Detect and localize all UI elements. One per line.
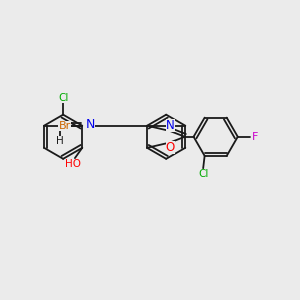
Text: Cl: Cl	[198, 169, 208, 178]
Text: Br: Br	[58, 121, 71, 131]
Text: HO: HO	[65, 159, 81, 169]
Text: F: F	[252, 132, 259, 142]
Text: O: O	[166, 141, 175, 154]
Text: Cl: Cl	[58, 93, 68, 103]
Text: N: N	[85, 118, 95, 131]
Text: H: H	[56, 136, 64, 146]
Text: N: N	[166, 119, 175, 132]
